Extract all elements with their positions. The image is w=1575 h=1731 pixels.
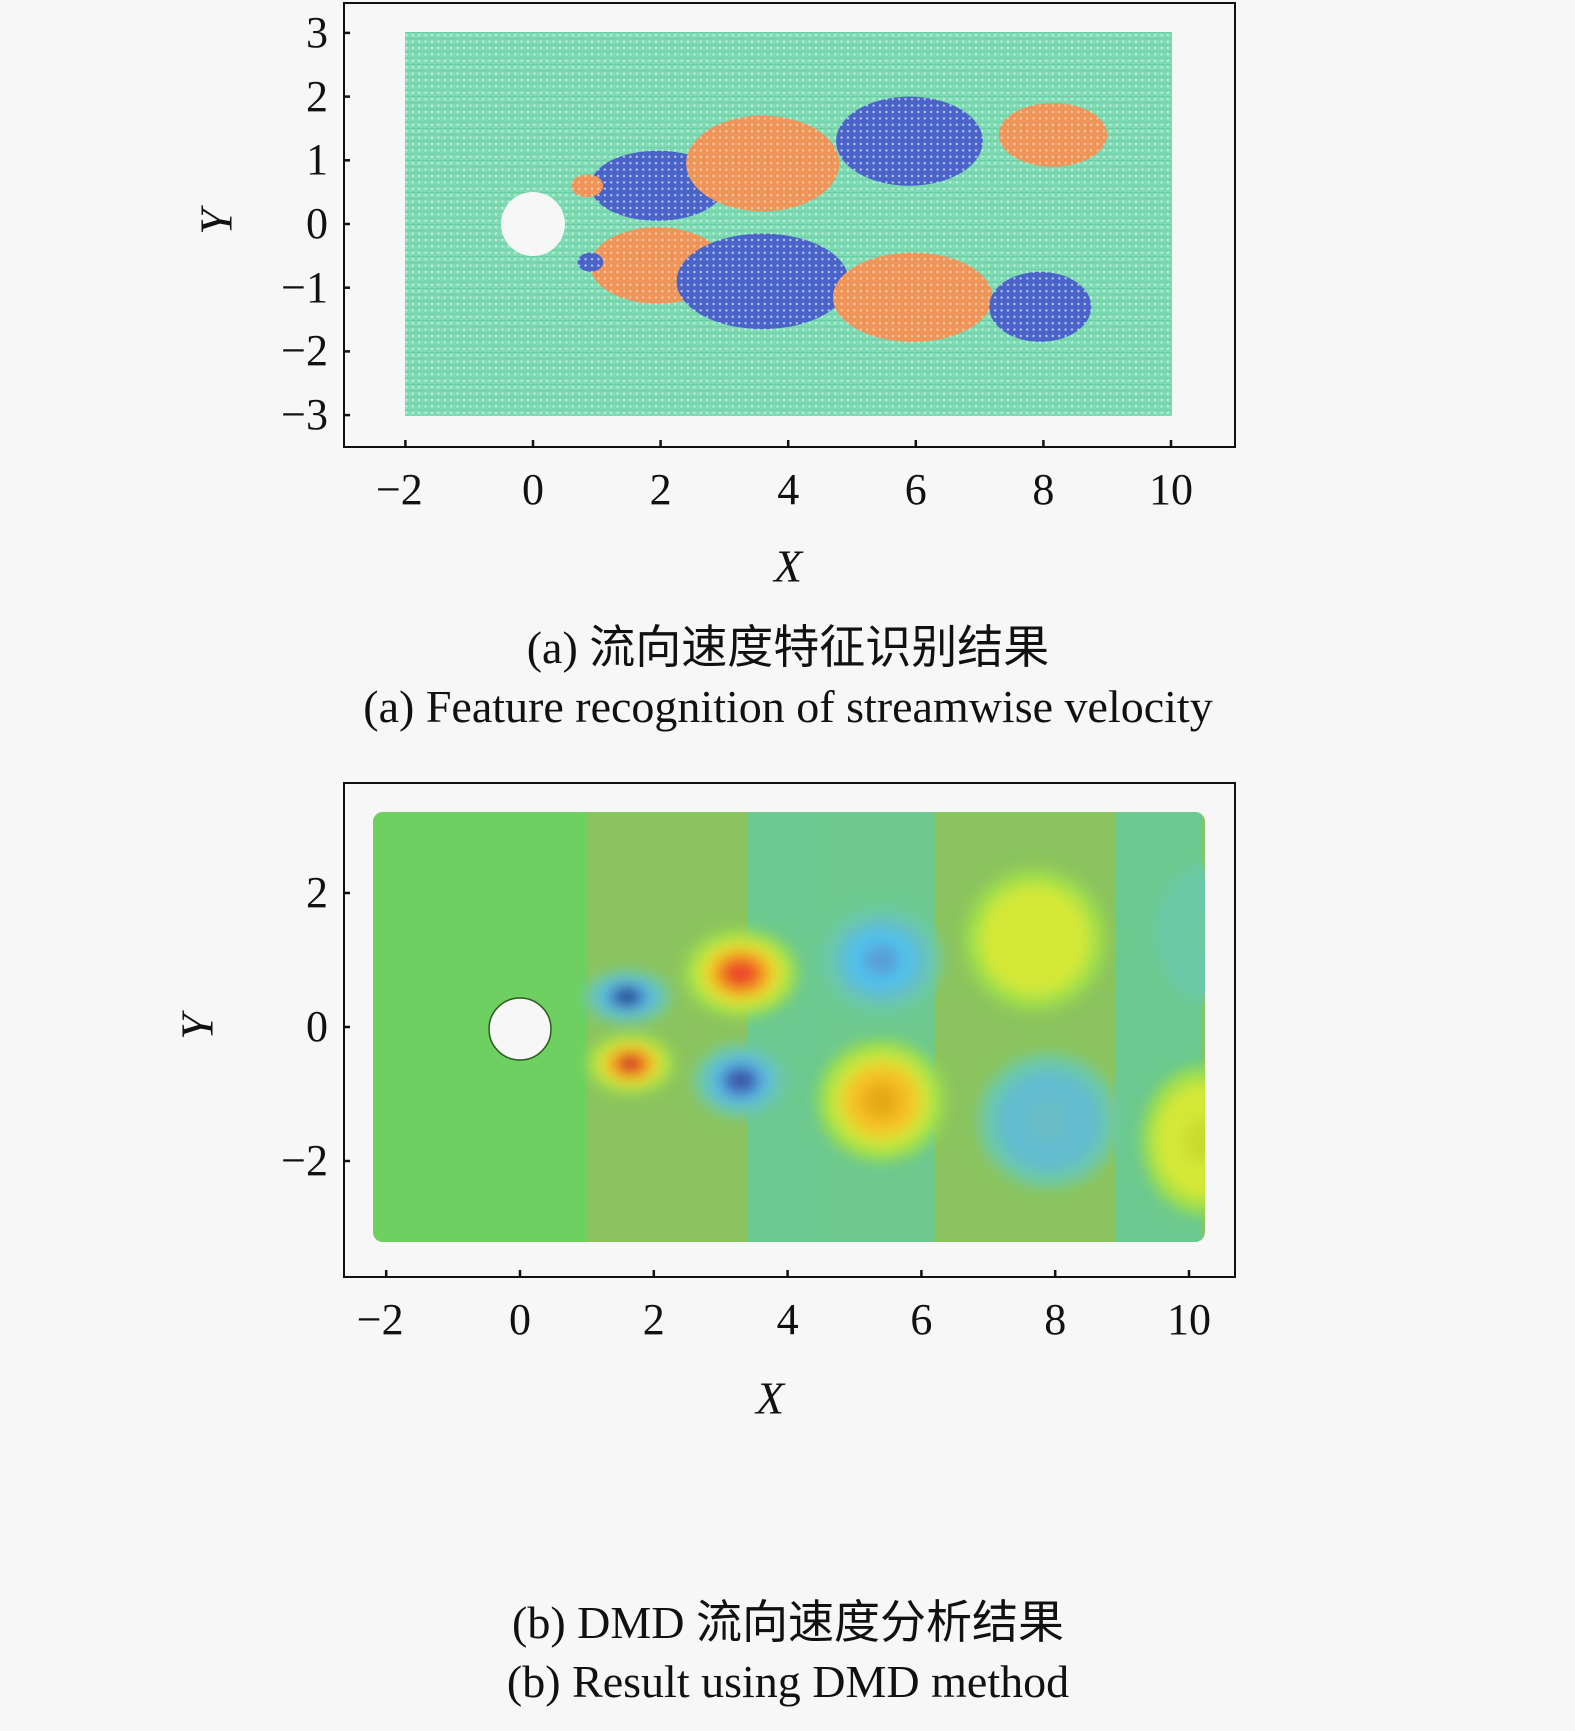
plot-a-xtick-label: 4 bbox=[777, 465, 800, 514]
cluster-positive bbox=[832, 252, 993, 342]
cluster-negative bbox=[989, 271, 1092, 342]
plot-a-xtick-label: 6 bbox=[904, 465, 927, 514]
plot-b-ytick-label: 2 bbox=[306, 868, 328, 917]
cylinder-b bbox=[488, 997, 552, 1061]
plot-b-xtick-label: 10 bbox=[1167, 1295, 1211, 1344]
cluster-negative bbox=[577, 252, 604, 272]
plot-a-ytick-label: −1 bbox=[281, 262, 328, 312]
plot-b-ylabel: Y bbox=[171, 1014, 223, 1040]
plot-a-ytick-label: 2 bbox=[306, 71, 328, 121]
caption-b-en: (b) Result using DMD method bbox=[506, 1656, 1070, 1707]
cylinder-a bbox=[501, 192, 565, 256]
caption-a-cn: (a) 流向速度特征识别结果 bbox=[526, 622, 1050, 673]
plot-b-xtick-label: 2 bbox=[642, 1295, 665, 1344]
plot-b-xtick-label: −2 bbox=[356, 1295, 404, 1344]
cluster-positive bbox=[998, 102, 1108, 167]
plot-a-ytick-label: 0 bbox=[306, 199, 328, 248]
plot-a-xtick-label: 0 bbox=[522, 465, 544, 514]
caption-b-cn: (b) DMD 流向速度分析结果 bbox=[512, 1597, 1064, 1648]
plot-b-xtick-label: 6 bbox=[910, 1295, 933, 1344]
plot-b-xlabel: X bbox=[755, 1372, 785, 1424]
plot-a-canvas bbox=[343, 31, 1173, 447]
cluster-positive bbox=[571, 174, 604, 198]
cluster-negative bbox=[836, 96, 983, 186]
plot-a-xtick-label: 2 bbox=[649, 465, 672, 514]
plot-a-clusters bbox=[571, 96, 1108, 342]
caption-a-en: (a) Feature recognition of streamwise ve… bbox=[363, 681, 1213, 732]
plot-b-xtick-label: 0 bbox=[509, 1295, 531, 1344]
plot-b-ytick-label: 0 bbox=[306, 1002, 328, 1051]
plot-a-xlabel: X bbox=[773, 540, 803, 592]
plot-a-ytick-label: 1 bbox=[306, 135, 328, 185]
plot-a-xtick-label: 10 bbox=[1149, 465, 1193, 514]
plot-a-ytick-label: −2 bbox=[281, 326, 328, 376]
plot-a-ytick-label: −3 bbox=[281, 390, 328, 440]
cluster-negative bbox=[676, 233, 849, 330]
plot-b-ytick-label: −2 bbox=[281, 1136, 328, 1185]
plot-a-ytick-label: 3 bbox=[306, 7, 328, 57]
plot-a-xtick-label: 8 bbox=[1032, 465, 1055, 514]
plot-b-xtick-label: 4 bbox=[776, 1295, 799, 1344]
plot-b-xtick-label: 8 bbox=[1044, 1295, 1067, 1344]
cluster-positive bbox=[686, 115, 840, 212]
plot-a-xtick-label: −2 bbox=[375, 465, 423, 514]
